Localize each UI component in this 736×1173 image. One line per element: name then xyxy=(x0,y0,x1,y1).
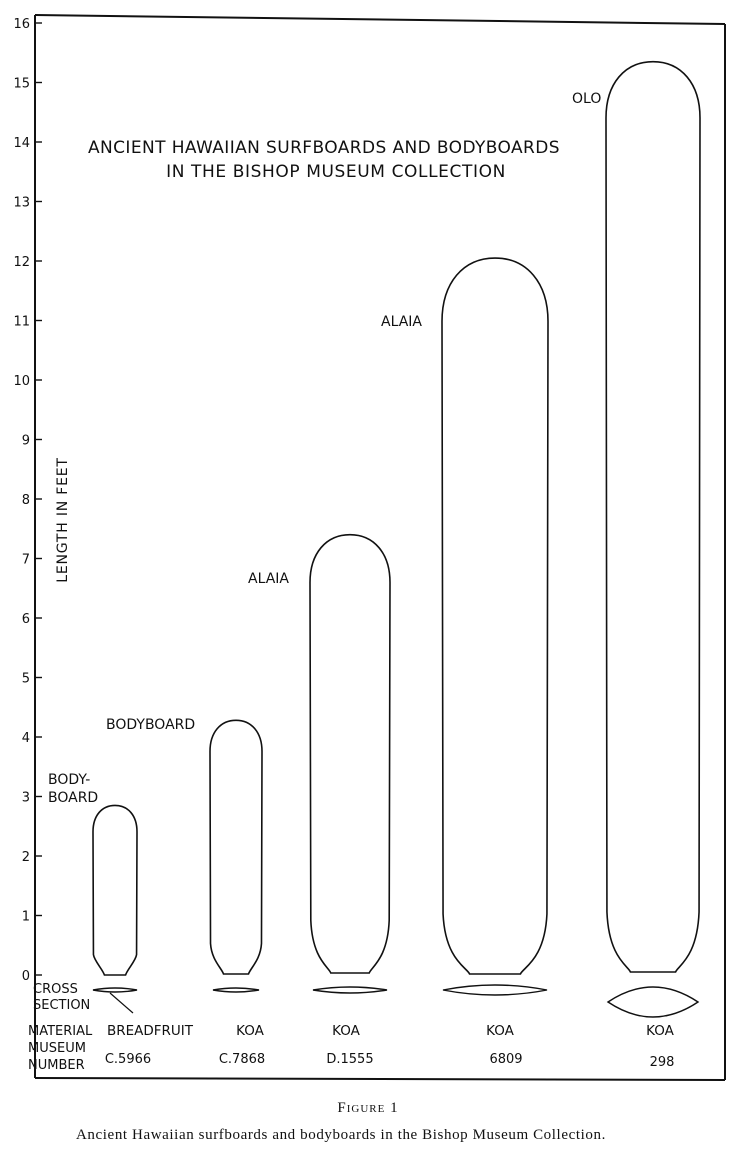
figure-caption-text: Ancient Hawaiian surfboards and bodyboar… xyxy=(76,1127,606,1143)
y-tick-label: 1 xyxy=(22,910,30,925)
board-outline xyxy=(441,257,549,975)
board-type-labels: BODY- BOARD BODYBOARD ALAIA ALAIA OLO xyxy=(48,91,601,806)
cross-section-label-line2: SECTION xyxy=(33,998,90,1013)
y-tick-label: 0 xyxy=(22,969,30,984)
y-tick-label: 11 xyxy=(13,315,30,330)
board-type-label: ALAIA xyxy=(381,314,422,330)
board-museum-number: C.7868 xyxy=(219,1052,265,1067)
diagram-frame xyxy=(34,14,726,1081)
cross-sections xyxy=(92,984,700,1018)
y-tick-label: 8 xyxy=(22,493,30,508)
board-cross-section xyxy=(606,986,700,1018)
y-tick-label: 12 xyxy=(13,255,30,270)
y-axis-label: LENGTH IN FEET xyxy=(55,457,71,583)
board-outline xyxy=(92,804,138,976)
row-label-museum: MUSEUM xyxy=(28,1041,86,1056)
board-material: KOA xyxy=(332,1023,361,1039)
y-tick-label: 2 xyxy=(22,850,30,865)
board-outline xyxy=(209,719,263,975)
y-tick-label: 3 xyxy=(22,791,30,806)
board-cross-section xyxy=(92,987,138,993)
board-cross-section xyxy=(442,984,548,996)
board-type-label: ALAIA xyxy=(248,571,289,587)
y-tick-label: 14 xyxy=(13,136,30,151)
board-type-label: OLO xyxy=(572,91,601,107)
board-cross-section xyxy=(212,987,260,993)
y-tick-label: 4 xyxy=(22,731,30,746)
board-material: KOA xyxy=(236,1023,265,1039)
y-tick-label: 5 xyxy=(22,672,30,687)
y-tick-label: 15 xyxy=(13,77,30,92)
board-type-label: BODYBOARD xyxy=(106,717,195,733)
board-museum-number: 6809 xyxy=(489,1052,522,1067)
board-cross-section xyxy=(312,986,388,994)
row-label-material: MATERIAL xyxy=(28,1024,93,1039)
board-material: BREADFRUIT xyxy=(107,1023,194,1039)
board-number-labels: C.5966 C.7868 D.1555 6809 298 xyxy=(105,1052,675,1070)
y-tick-label: 6 xyxy=(22,612,30,627)
cross-section-label-line1: CROSS xyxy=(33,982,78,997)
board-type-label: BODY- xyxy=(48,772,90,788)
board-material-labels: BREADFRUIT KOA KOA KOA KOA xyxy=(107,1023,675,1039)
diagram-title-line2: IN THE BISHOP MUSEUM COLLECTION xyxy=(166,162,506,182)
board-museum-number: 298 xyxy=(650,1055,675,1070)
board-museum-number: C.5966 xyxy=(105,1052,151,1067)
figure-caption-label: Figure 1 xyxy=(337,1100,399,1116)
y-tick-label: 9 xyxy=(22,434,30,449)
board-type-label: BOARD xyxy=(48,790,98,806)
y-tick-label: 13 xyxy=(13,196,30,211)
diagram-title-line1: ANCIENT HAWAIIAN SURFBOARDS AND BODYBOAR… xyxy=(88,138,560,158)
y-tick-label: 16 xyxy=(13,17,30,32)
board-museum-number: D.1555 xyxy=(326,1052,373,1067)
board-material: KOA xyxy=(646,1023,675,1039)
board-outline xyxy=(309,533,391,974)
y-tick-label: 7 xyxy=(22,553,30,568)
board-outline xyxy=(605,60,701,973)
cross-section-pointer xyxy=(109,992,134,1014)
board-material: KOA xyxy=(486,1023,515,1039)
y-tick-label: 10 xyxy=(13,374,30,389)
row-label-number: NUMBER xyxy=(28,1058,85,1073)
board-outlines xyxy=(92,60,701,976)
